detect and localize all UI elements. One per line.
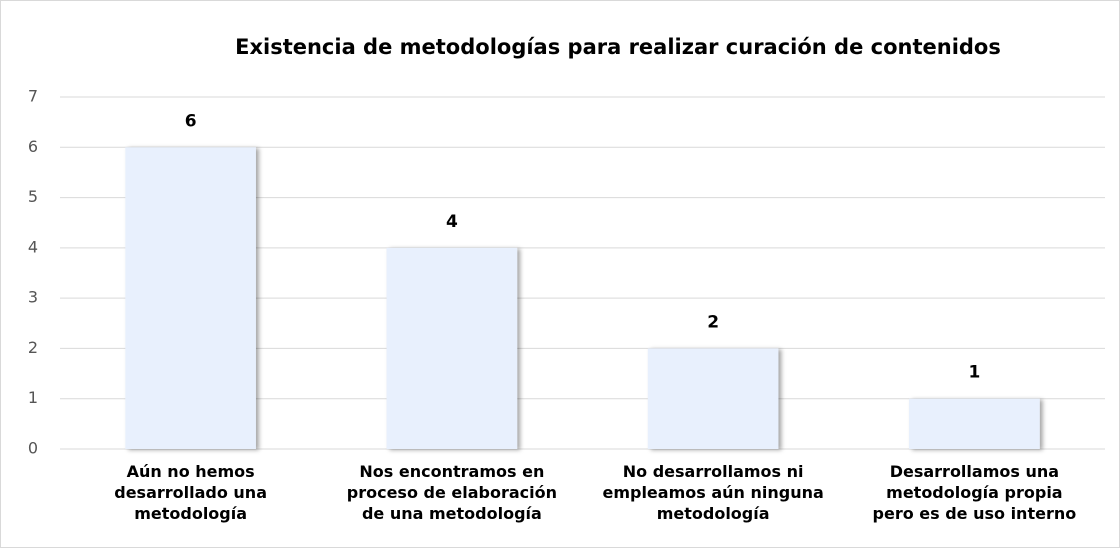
y-tick-label: 6	[28, 137, 38, 156]
value-label: 2	[707, 312, 719, 332]
x-tick-label: Desarrollamos una metodología propia pero …	[873, 462, 1077, 523]
x-tick-label: No desarrollamos ni empleamos aún ninguna…	[602, 462, 823, 523]
y-tick-label: 7	[28, 87, 38, 106]
y-tick-label: 5	[28, 187, 38, 206]
x-tick-label: Aún no hemos desarrollado una metodología	[114, 462, 267, 523]
value-label: 4	[446, 212, 458, 232]
x-tick-label: Nos encontramos en proceso de elaboración…	[347, 462, 557, 523]
value-label: 6	[185, 111, 197, 131]
value-label: 1	[968, 363, 980, 383]
y-tick-label: 4	[28, 237, 38, 256]
chart-title: Existencia de metodologías para realizar…	[235, 35, 1001, 59]
y-tick-label: 1	[28, 388, 38, 407]
bar	[386, 247, 518, 449]
y-tick-label: 2	[28, 338, 38, 357]
bar	[647, 348, 779, 449]
y-tick-label: 3	[28, 288, 38, 307]
bar	[909, 398, 1040, 449]
y-tick-label: 0	[28, 439, 38, 458]
bar	[125, 147, 256, 450]
